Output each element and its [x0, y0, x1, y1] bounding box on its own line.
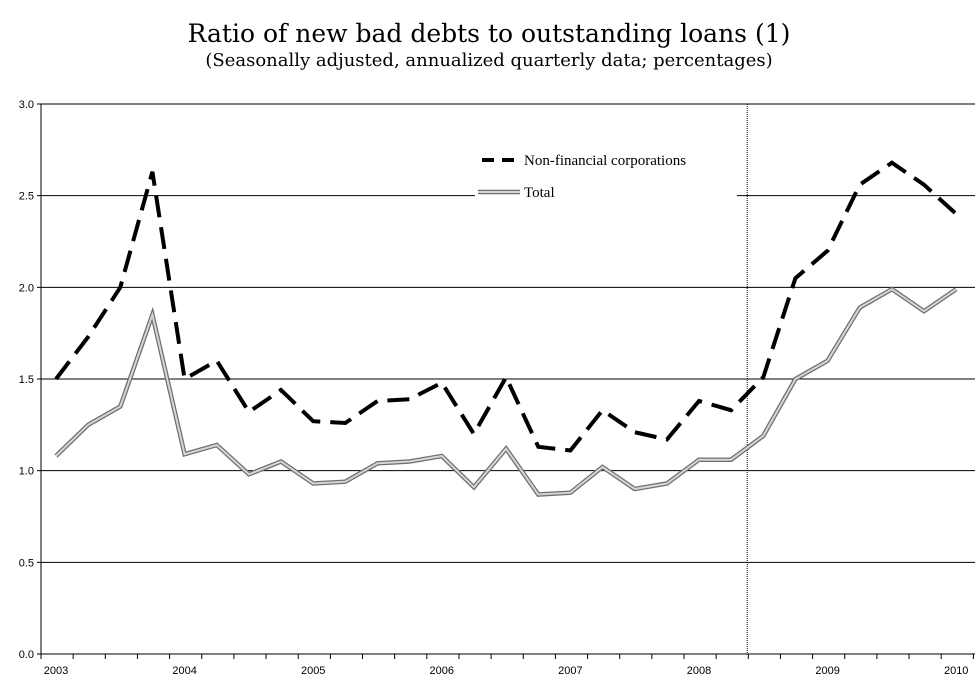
y-tick-label-0.0: 0.0 [19, 649, 34, 661]
y-tick-label-3.0: 3.0 [19, 99, 34, 111]
chart-subtitle: (Seasonally adjusted, annualized quarter… [205, 50, 773, 71]
y-tick-label-2.5: 2.5 [19, 191, 34, 203]
legend-background [475, 140, 737, 208]
x-tick-label-2006: 2006 [430, 665, 454, 677]
series-line-total [55, 288, 957, 496]
x-tick-label-2005: 2005 [301, 665, 325, 677]
legend-label-non-financial: Non-financial corporations [524, 153, 686, 169]
chart-title: Ratio of new bad debts to outstanding lo… [187, 19, 791, 48]
x-tick-label-2007: 2007 [558, 665, 582, 677]
x-tick-label-2010: 2010 [944, 665, 968, 677]
series-line-total-outline [54, 286, 958, 497]
series-line-non-financial-corporations [54, 160, 958, 453]
x-tick-label-2008: 2008 [687, 665, 711, 677]
x-tick-label-2009: 2009 [815, 665, 839, 677]
y-tick-label-1.5: 1.5 [19, 374, 34, 386]
chart-header: Ratio of new bad debts to outstanding lo… [0, 0, 978, 73]
y-tick-label-1.0: 1.0 [19, 466, 34, 478]
y-tick-label-0.5: 0.5 [19, 557, 34, 569]
x-tick-label-2004: 2004 [172, 665, 196, 677]
legend-label-total: Total [524, 185, 555, 201]
y-tick-label-2.0: 2.0 [19, 282, 34, 294]
x-tick-label-2003: 2003 [44, 665, 68, 677]
